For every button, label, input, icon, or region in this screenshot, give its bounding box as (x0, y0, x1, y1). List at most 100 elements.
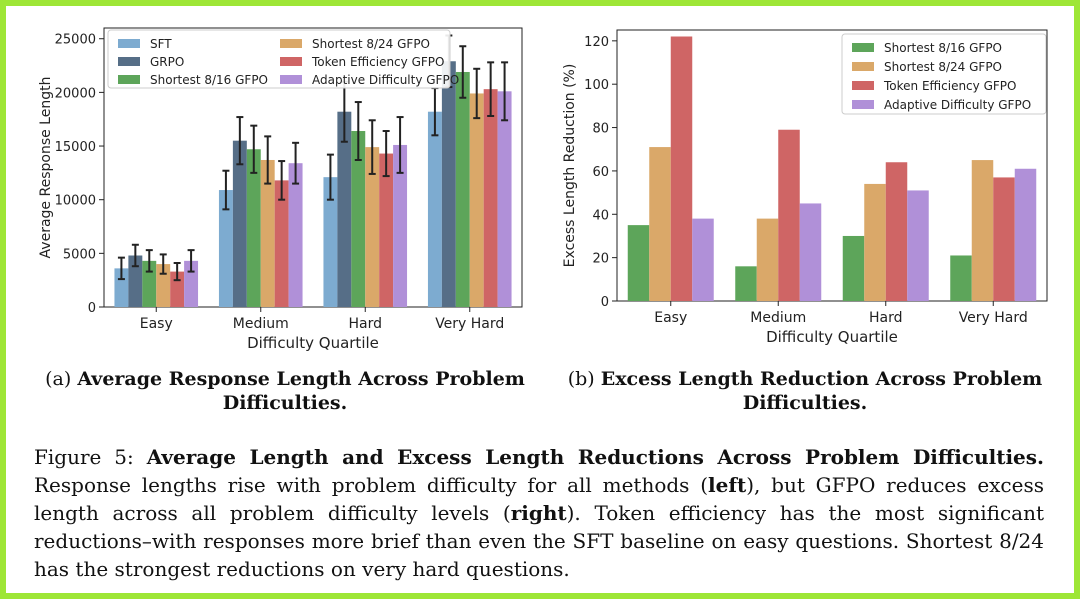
chart-a-bar (218, 190, 233, 307)
chart-a-ytick-label: 15000 (55, 140, 96, 155)
chart-b-x-axis-label: Difficulty Quartile (766, 328, 898, 346)
chart-a-xtick-label: Very Hard (435, 316, 504, 332)
chart-b-ytick-label: 0 (601, 295, 609, 310)
chart-a-legend-label: Shortest 8/24 GFPO (312, 37, 430, 51)
figure-left-ref: left (708, 473, 747, 497)
caption-b-title-line1: Excess Length Reduction Across Problem (600, 368, 1043, 390)
figure-text-1: Response lengths rise with problem diffi… (34, 473, 709, 497)
chart-a-bar (379, 153, 394, 307)
chart-b-bar (670, 36, 693, 302)
chart-a-legend-label: Token Efficiency GFPO (311, 55, 444, 69)
chart-a-bar (393, 144, 408, 307)
chart-b-bar (950, 255, 972, 301)
chart-a-legend-swatch (118, 39, 140, 48)
chart-a-bar (274, 180, 289, 307)
chart-a-legend-box (107, 29, 451, 89)
chart-b-ytick-label: 120 (584, 35, 609, 50)
figure-right-ref: right (510, 501, 567, 525)
chart-a-xtick-label: Hard (348, 316, 382, 332)
chart-b-bar (971, 160, 994, 301)
chart-b-legend-swatch (852, 43, 874, 52)
chart-a-bar (483, 89, 498, 308)
chart-b-ytick-label: 100 (584, 78, 609, 93)
chart-a-legend-label: SFT (150, 37, 172, 51)
chart-b-bar (842, 235, 865, 301)
chart-a-xtick-label: Medium (233, 316, 289, 332)
chart-b-y-axis-label: Excess Length Reduction (%) (562, 64, 578, 268)
chart-b-legend-swatch (852, 100, 874, 109)
chart-a-legend-label: Shortest 8/16 GFPO (150, 73, 268, 87)
figure-title: Average Length and Excess Length Reducti… (146, 445, 1045, 469)
caption-a: (a) Average Response Length Across Probl… (30, 367, 540, 415)
chart-b-legend-label: Shortest 8/24 GFPO (884, 60, 1002, 74)
chart-b-bar (627, 225, 650, 301)
chart-b-bar (885, 162, 908, 301)
caption-a-prefix: (a) (45, 368, 72, 390)
chart-a-y-axis-label: Average Response Length (38, 77, 54, 259)
chart-a-legend-swatch (280, 57, 302, 66)
chart-a-ytick-label: 25000 (55, 33, 96, 48)
chart-a-bar (156, 264, 171, 307)
chart-b-xtick-label: Very Hard (959, 310, 1028, 326)
chart-a-x-axis-label: Difficulty Quartile (247, 334, 379, 352)
chart-a-legend-swatch (280, 39, 302, 48)
caption-b: (b) Excess Length Reduction Across Probl… (555, 367, 1055, 415)
chart-a-bar (455, 71, 470, 307)
chart-a-bar (246, 149, 261, 307)
chart-average-response-length: 0 5000 10000 15000 20000 25000 Easy Medium Hard V… (38, 27, 523, 352)
chart-a-legend-label: GRPO (150, 55, 184, 69)
chart-b-ytick-label: 80 (592, 122, 609, 137)
chart-b-bar (756, 218, 779, 301)
chart-a-ytick-label: 5000 (63, 247, 96, 262)
chart-a-bar (365, 147, 380, 307)
chart-b-bar (799, 203, 822, 301)
chart-b-legend-box (841, 33, 1047, 115)
chart-a-legend-swatch (280, 75, 302, 84)
chart-b-legend-label: Token Efficiency GFPO (883, 79, 1016, 93)
caption-b-prefix: (b) (567, 368, 595, 390)
chart-b-bar (907, 190, 929, 301)
chart-b-xtick-label: Easy (654, 310, 687, 326)
figure-text-3: ). Token efficiency has the most signifi… (34, 501, 1044, 581)
chart-a-ytick-label: 20000 (55, 86, 96, 101)
figure-caption: Figure 5: Average Length and Excess Leng… (34, 443, 1044, 583)
chart-a-bar (441, 61, 456, 308)
caption-b-title-line2: Difficulties. (742, 392, 868, 414)
chart-b-ytick-label: 60 (592, 165, 609, 180)
chart-b-bar (864, 183, 886, 301)
chart-a-bar (323, 177, 338, 307)
chart-a-bar (337, 111, 352, 307)
chart-b-bar (993, 177, 1015, 301)
chart-excess-length-reduction: 0 20 40 60 80 100 120 Easy Medium Hard Very Hard Di… (562, 29, 1048, 346)
chart-b-bar (692, 218, 714, 301)
figure-text-2: ), but GFPO reduces excess length across… (34, 473, 1044, 525)
chart-b-bar (649, 147, 671, 301)
chart-a-bar (351, 131, 366, 307)
chart-b-legend-label: Adaptive Difficulty GFPO (884, 98, 1031, 112)
chart-a-bar (427, 111, 442, 307)
chart-b-legend-label: Shortest 8/16 GFPO (884, 41, 1002, 55)
chart-b-bar (1014, 168, 1037, 301)
figure-label: Figure 5: (34, 445, 134, 469)
chart-b-ytick-label: 20 (592, 252, 609, 267)
chart-a-bar (469, 93, 484, 307)
chart-a-legend-label: Adaptive Difficulty GFPO (312, 73, 459, 87)
chart-a-bar (232, 140, 247, 307)
chart-a-bar (128, 255, 143, 307)
chart-a-legend-swatch (118, 57, 140, 66)
chart-a-bar (497, 91, 512, 307)
chart-b-xtick-label: Hard (869, 310, 903, 326)
caption-a-title-line1: Average Response Length Across Problem (77, 368, 525, 390)
chart-a-ytick-label: 0 (88, 301, 96, 316)
chart-a-bar (288, 163, 303, 307)
chart-b-legend-swatch (852, 62, 874, 71)
caption-a-title-line2: Difficulties. (222, 392, 348, 414)
chart-b-ytick-label: 40 (592, 208, 609, 223)
chart-b-bar (735, 266, 757, 301)
chart-a-bar (114, 268, 129, 307)
chart-b-bar (778, 129, 800, 301)
chart-a-bar (260, 159, 275, 307)
chart-b-xtick-label: Medium (750, 310, 806, 326)
chart-a-legend-swatch (118, 75, 140, 84)
chart-b-legend-swatch (852, 81, 874, 90)
